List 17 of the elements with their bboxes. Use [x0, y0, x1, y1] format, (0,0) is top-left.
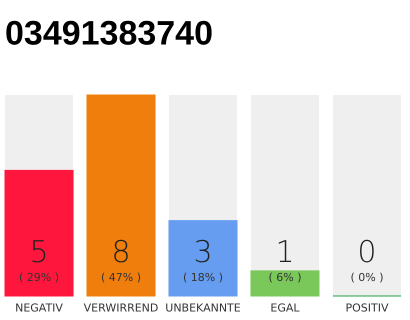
annotation: ( 29% ) [19, 271, 60, 284]
annotation: ( 47% ) [100, 271, 142, 284]
x-tick-label: EGAL [270, 302, 300, 314]
data-label: 8 [111, 235, 131, 270]
data-label: 0 [357, 235, 377, 270]
data-label: 1 [275, 235, 295, 270]
x-tick-label: POSITIV [345, 302, 389, 314]
x-tick-label: UNBEKANNTE [165, 302, 241, 314]
x-tick-label: NEGATIV [15, 302, 64, 314]
x-tick-label: VERWIRREND [84, 302, 158, 314]
annotation: ( 18% ) [182, 271, 224, 284]
data-label: 5 [29, 235, 49, 270]
bar [250, 270, 320, 296]
chart-title: 03491383740 [5, 14, 214, 52]
annotation: ( 6% ) [268, 271, 302, 284]
annotation: ( 0% ) [350, 271, 384, 284]
data-label: 3 [193, 235, 213, 270]
